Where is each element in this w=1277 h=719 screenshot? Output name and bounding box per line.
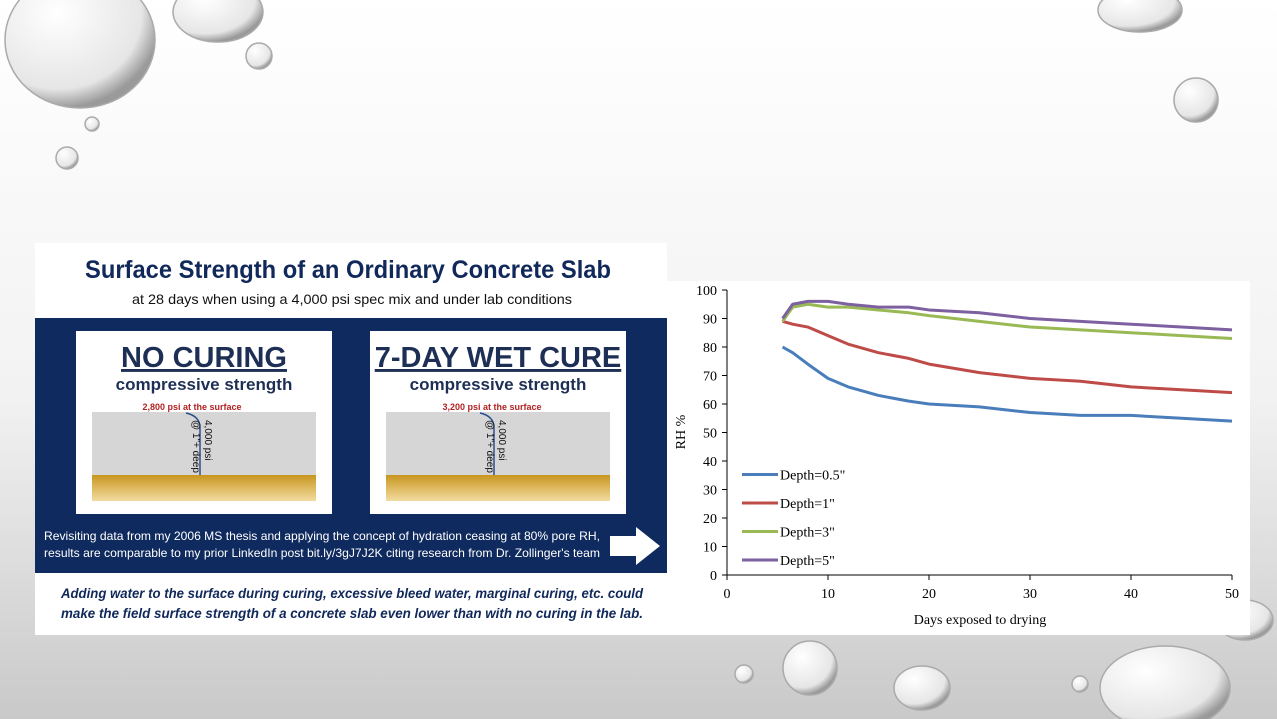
legend-label: Depth=0.5" — [780, 469, 845, 484]
y-tick-label: 80 — [703, 341, 717, 356]
deep-strength: 4,000 psi — [496, 420, 507, 461]
x-tick-label: 0 — [724, 587, 731, 602]
legend-label: Depth=5" — [780, 554, 835, 569]
x-tick-label: 40 — [1124, 587, 1138, 602]
chart: Days exposed to drying RH % 0 10 20 30 40 50 6… — [667, 281, 1250, 635]
y-axis-label: RH % — [674, 414, 689, 449]
deep-strength: @ 1"+ deep — [484, 420, 495, 473]
x-axis-label: Days exposed to drying — [914, 613, 1047, 628]
footer-line: make the field surface strength of a con… — [61, 605, 643, 621]
y-tick-label: 50 — [703, 427, 717, 442]
y-tick-label: 0 — [710, 569, 717, 584]
note-line: Revisiting data from my 2006 MS thesis a… — [44, 529, 600, 543]
y-tick-label: 70 — [703, 370, 717, 385]
x-tick-label: 20 — [922, 587, 936, 602]
deep-strength: 4,000 psi — [202, 420, 213, 461]
y-tick-label: 100 — [696, 284, 717, 299]
panel-subheading: compressive strength — [116, 375, 293, 394]
deep-strength: @ 1"+ deep — [190, 420, 201, 473]
surface-strength: 2,800 psi at the surface — [142, 402, 241, 412]
subgrade — [92, 475, 316, 501]
subgrade — [386, 475, 610, 501]
x-tick-label: 50 — [1225, 587, 1239, 602]
slide: Surface Strength of an Ordinary Concrete… — [0, 0, 1277, 719]
note-line: results are comparable to my prior Linke… — [44, 546, 600, 560]
panel-heading: 7-DAY WET CURE — [375, 342, 622, 374]
x-tick-label: 10 — [821, 587, 835, 602]
y-tick-label: 90 — [703, 313, 717, 328]
panel: NO CURING compressive strength 2,800 psi… — [76, 331, 332, 514]
footer-line: Adding water to the surface during curin… — [60, 585, 643, 601]
panel-heading: NO CURING — [121, 342, 287, 374]
surface-strength: 3,200 psi at the surface — [442, 402, 541, 412]
infographic-subtitle: at 28 days when using a 4,000 psi spec m… — [132, 291, 572, 307]
panel-subheading: compressive strength — [410, 375, 587, 394]
panel: 7-DAY WET CURE compressive strength 3,20… — [370, 331, 626, 514]
legend-label: Depth=1" — [780, 497, 835, 512]
x-tick-label: 30 — [1023, 587, 1037, 602]
infographic-title: Surface Strength of an Ordinary Concrete… — [85, 256, 611, 284]
y-tick-label: 30 — [703, 484, 717, 499]
y-tick-label: 20 — [703, 512, 717, 527]
y-tick-label: 40 — [703, 455, 717, 470]
y-tick-label: 60 — [703, 398, 717, 413]
y-tick-label: 10 — [703, 541, 717, 556]
legend-label: Depth=3" — [780, 526, 835, 541]
